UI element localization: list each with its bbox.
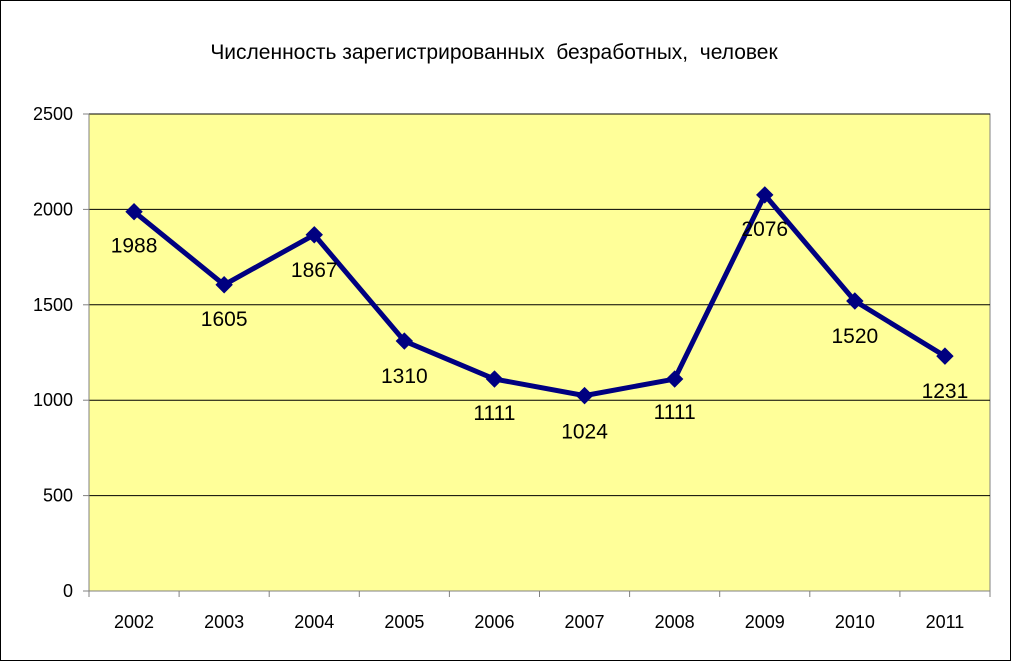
data-point-marker bbox=[215, 276, 233, 294]
x-tick-label: 2009 bbox=[745, 612, 785, 632]
data-label: 1605 bbox=[201, 308, 248, 331]
x-tick-label: 2005 bbox=[384, 612, 424, 632]
y-tick-label: 1500 bbox=[33, 295, 73, 315]
y-tick-label: 1000 bbox=[33, 390, 73, 410]
chart-title: Численность зарегистрированных безработн… bbox=[210, 41, 778, 64]
y-tick-label: 2000 bbox=[33, 199, 73, 219]
x-tick-label: 2006 bbox=[474, 612, 514, 632]
x-axis: 2002 2003 2004 2005 2006 2007 2008 2009 2010 2011 bbox=[88, 590, 991, 632]
series bbox=[125, 186, 954, 405]
gridlines bbox=[89, 113, 990, 497]
x-tick-label: 2003 bbox=[204, 612, 244, 632]
data-label: 1520 bbox=[831, 325, 878, 348]
x-tick-label: 2010 bbox=[835, 612, 875, 632]
data-labels: 1988 1605 1867 1310 1111 1024 1111 2076 1520 1231 bbox=[111, 218, 969, 444]
data-point-marker bbox=[756, 186, 774, 204]
y-tick-label: 2500 bbox=[33, 104, 73, 124]
x-tick-label: 2008 bbox=[655, 612, 695, 632]
data-point-marker bbox=[395, 332, 414, 350]
data-point-marker bbox=[846, 292, 864, 310]
x-tick-label: 2011 bbox=[926, 612, 965, 632]
data-label: 1111 bbox=[473, 402, 515, 425]
x-tick-label: 2004 bbox=[294, 612, 334, 632]
y-axis: 0 500 1000 1500 2000 2500 bbox=[33, 104, 90, 601]
plot-area bbox=[88, 113, 991, 592]
data-label: 1231 bbox=[922, 380, 969, 403]
x-tick-label: 2007 bbox=[565, 612, 605, 632]
data-point-marker bbox=[305, 226, 323, 244]
x-tick-label: 2002 bbox=[114, 612, 154, 632]
data-label: 1024 bbox=[561, 421, 608, 444]
series-line bbox=[131, 192, 948, 399]
data-label: 1988 bbox=[111, 235, 158, 258]
data-label: 1310 bbox=[381, 365, 428, 388]
data-point-marker bbox=[125, 202, 143, 221]
data-label: 1111 bbox=[654, 401, 696, 424]
y-tick-label: 0 bbox=[63, 581, 73, 601]
y-tick-label: 500 bbox=[43, 486, 73, 506]
data-point-marker bbox=[936, 347, 954, 365]
data-point-marker bbox=[575, 386, 594, 405]
data-point-marker bbox=[665, 370, 684, 388]
data-label: 2076 bbox=[741, 218, 788, 241]
data-label: 1867 bbox=[291, 259, 338, 282]
data-point-marker bbox=[485, 370, 504, 388]
